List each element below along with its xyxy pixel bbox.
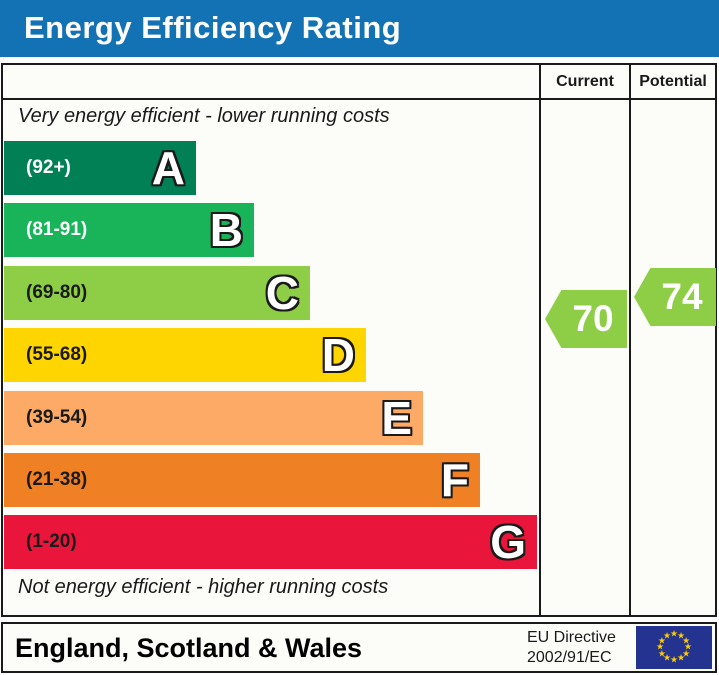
- rating-bands: (92+) A (81-91) B (69-80) C (55-68) D (3…: [4, 141, 539, 578]
- band-row-g: (1-20) G: [4, 515, 537, 570]
- band-letter-e: E: [381, 391, 412, 444]
- current-rating-arrow: 70: [545, 290, 627, 348]
- band-range-a: (92+): [26, 157, 71, 178]
- footer: England, Scotland & Wales EU Directive 2…: [1, 622, 717, 673]
- band-range-d: (55-68): [26, 344, 88, 366]
- region-label: England, Scotland & Wales: [15, 633, 363, 663]
- column-divider-potential: [629, 65, 631, 615]
- potential-rating-arrow: 74: [634, 268, 716, 326]
- band-letter-d: D: [321, 329, 355, 382]
- band-row-a: (92+) A: [4, 141, 196, 195]
- band-letter-b: B: [209, 204, 243, 257]
- band-range-f: (21-38): [26, 468, 88, 490]
- rating-table: Current Potential Very energy efficient …: [1, 63, 717, 617]
- eu-directive-label: EU Directive 2002/91/EC: [527, 628, 616, 668]
- potential-rating-value: 74: [661, 276, 703, 317]
- page-title: Energy Efficiency Rating: [24, 10, 402, 45]
- bottom-note: Not energy efficient - higher running co…: [18, 576, 389, 598]
- title-bar: Energy Efficiency Rating: [0, 0, 719, 57]
- eu-directive-line1: EU Directive: [527, 629, 616, 646]
- column-divider-current: [539, 65, 541, 615]
- current-column-header: Current: [556, 73, 614, 90]
- potential-column-header: Potential: [639, 73, 707, 90]
- current-rating-value: 70: [572, 298, 614, 339]
- band-range-g: (1-20): [26, 531, 77, 553]
- top-note: Very energy efficient - lower running co…: [18, 105, 390, 127]
- band-row-d: (55-68) D: [4, 328, 366, 383]
- band-row-e: (39-54) E: [4, 390, 423, 445]
- header-row-divider: [3, 98, 715, 100]
- band-range-e: (39-54): [26, 406, 88, 428]
- band-row-f: (21-38) F: [4, 452, 480, 507]
- band-letter-f: F: [440, 453, 469, 506]
- eu-directive-line2: 2002/91/EC: [527, 649, 612, 666]
- band-letter-a: A: [151, 142, 185, 194]
- band-range-b: (81-91): [26, 219, 88, 241]
- band-letter-g: G: [490, 516, 526, 569]
- band-row-c: (69-80) C: [4, 265, 310, 320]
- band-range-c: (69-80): [26, 281, 88, 303]
- eu-flag-icon: ★ ★ ★ ★ ★ ★ ★ ★ ★ ★ ★ ★: [636, 626, 712, 669]
- band-letter-c: C: [265, 266, 299, 319]
- band-row-b: (81-91) B: [4, 203, 254, 258]
